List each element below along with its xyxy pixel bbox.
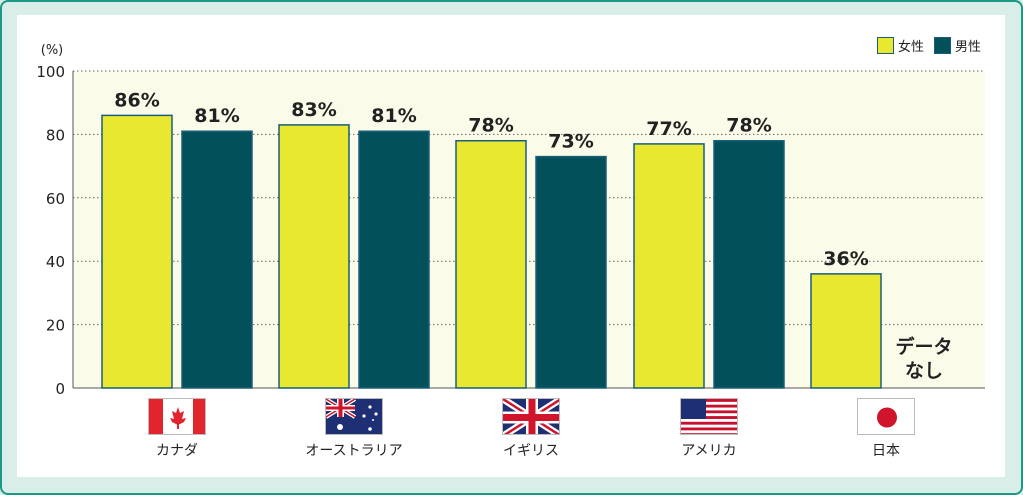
bar: [455, 139, 527, 389]
bar: [181, 130, 253, 389]
bar-value-label: 36%: [823, 248, 868, 270]
bar-value-label: 78%: [468, 115, 513, 137]
y-tick-label: 100: [36, 63, 65, 81]
bar: [713, 139, 785, 389]
legend: 女性 男性: [876, 36, 981, 55]
x-category-label: イギリス: [503, 443, 559, 459]
y-unit-label: (%): [41, 43, 64, 58]
bar-value-label: 86%: [114, 89, 159, 111]
y-tick-label: 0: [55, 380, 65, 398]
bar-value-label: 77%: [646, 118, 691, 140]
bar-value-label: 81%: [194, 105, 239, 127]
no-data-line-1: データ: [895, 336, 953, 358]
legend-label-female: 女性: [897, 40, 924, 55]
uk-flag-icon: [502, 398, 560, 435]
bar: [278, 124, 350, 389]
y-tick-label: 20: [46, 317, 65, 335]
bar: [810, 273, 882, 389]
no-data-note: データ なし: [884, 335, 964, 383]
legend-swatch-female: [876, 37, 894, 54]
y-tick-label: 80: [46, 126, 65, 144]
bar-value-label: 81%: [371, 105, 416, 127]
bar-value-label: 83%: [291, 99, 336, 121]
y-tick-label: 40: [46, 253, 65, 271]
bar: [633, 143, 705, 389]
japan-flag-icon: [857, 398, 915, 435]
bar-value-label: 78%: [726, 115, 771, 137]
bar: [358, 130, 430, 389]
no-data-line-2: なし: [904, 360, 943, 382]
usa-flag-icon: [680, 398, 738, 435]
legend-swatch-male: [933, 37, 951, 54]
bar: [101, 114, 173, 389]
x-category-label: 日本: [872, 443, 900, 459]
legend-label-male: 男性: [954, 40, 981, 55]
canada-flag-icon: [148, 398, 206, 435]
y-tick-label: 60: [46, 190, 65, 208]
legend-item-female: 女性: [876, 36, 924, 55]
australia-flag-icon: [325, 398, 383, 435]
x-category-label: オーストラリア: [305, 443, 403, 459]
x-category-label: カナダ: [156, 443, 198, 459]
legend-item-male: 男性: [933, 36, 981, 55]
x-category-label: アメリカ: [681, 443, 737, 459]
bar-value-label: 73%: [548, 131, 593, 153]
bar: [535, 155, 607, 389]
